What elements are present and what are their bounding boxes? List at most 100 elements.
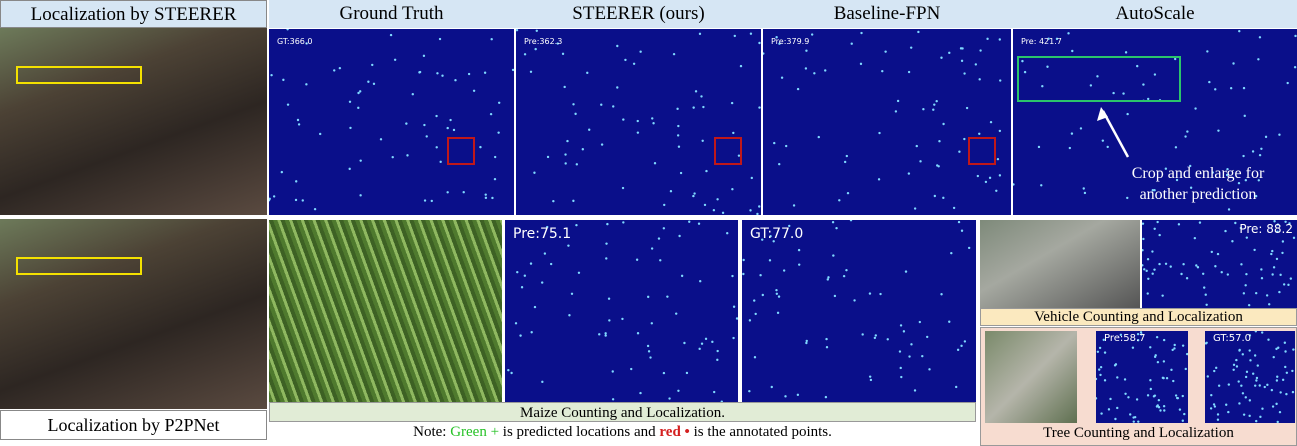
- density-dot: [1145, 270, 1147, 272]
- density-dot: [1245, 396, 1247, 398]
- density-dot: [750, 32, 752, 34]
- density-dot: [777, 312, 779, 314]
- density-dot: [1179, 408, 1181, 410]
- density-dot: [530, 71, 532, 73]
- density-dot: [1100, 366, 1102, 368]
- density-dot: [1116, 407, 1118, 409]
- density-dot: [781, 77, 783, 79]
- density-dot: [979, 49, 981, 51]
- density-dot: [702, 106, 704, 108]
- caption: Maize Counting and Localization.: [269, 402, 976, 422]
- density-dot: [1282, 379, 1284, 381]
- density-dot: [806, 340, 808, 342]
- density-dot: [1156, 221, 1158, 223]
- density-dot: [922, 108, 924, 110]
- density-dot: [936, 164, 938, 166]
- density-dot: [1245, 376, 1247, 378]
- density-dot: [406, 154, 408, 156]
- density-dot: [797, 88, 799, 90]
- density-dot: [870, 379, 872, 381]
- density-dot: [846, 155, 848, 157]
- density-dot: [1142, 238, 1144, 240]
- density-dot: [958, 221, 960, 223]
- density-dot: [686, 372, 688, 374]
- density-dot: [1282, 240, 1284, 242]
- density-dot: [977, 175, 979, 177]
- density-dot: [497, 131, 499, 133]
- density-dot: [754, 313, 756, 315]
- density-dot: [698, 223, 700, 225]
- density-dot: [1243, 413, 1245, 415]
- density-dot: [701, 343, 703, 345]
- density-dot: [436, 146, 438, 148]
- density-dot: [1255, 331, 1257, 332]
- density-dot: [869, 292, 871, 294]
- density-dot: [1205, 294, 1207, 296]
- density-dot: [544, 252, 546, 254]
- density-dot: [586, 72, 588, 74]
- density-dot: [692, 195, 694, 197]
- density-dot: [751, 177, 753, 179]
- density-dot: [1129, 413, 1131, 415]
- density-dot: [756, 213, 758, 215]
- density-dot: [1180, 273, 1182, 275]
- density-dot: [654, 162, 656, 164]
- density-dot: [733, 306, 735, 308]
- density-dot: [1270, 253, 1272, 255]
- density-dot: [742, 273, 744, 275]
- density-dot: [494, 156, 496, 158]
- density-dot: [908, 172, 910, 174]
- density-dot: [811, 33, 813, 35]
- density-dot: [436, 72, 438, 74]
- density-dot: [769, 259, 771, 261]
- density-dot: [663, 227, 665, 229]
- density-dot: [1114, 418, 1116, 420]
- density-dot: [490, 38, 492, 40]
- density-dot: [1098, 368, 1100, 370]
- density-dot: [677, 390, 679, 392]
- density-dot: [468, 73, 470, 75]
- density-dot: [319, 133, 321, 135]
- density-dot: [446, 191, 448, 193]
- density-dot: [1273, 266, 1275, 268]
- density-dot: [1199, 221, 1201, 223]
- density-dot: [371, 64, 373, 66]
- density-dot: [485, 197, 487, 199]
- density-dot: [621, 318, 623, 320]
- density-dot: [600, 104, 602, 106]
- column-header: STEERER (ours): [516, 0, 761, 28]
- density-dot: [989, 177, 991, 179]
- count-label: GT:77.0: [750, 226, 803, 242]
- density-dot: [663, 372, 665, 374]
- density-dot: [838, 199, 840, 201]
- density-dot: [834, 295, 836, 297]
- density-dot: [547, 156, 549, 158]
- density-dot: [1238, 349, 1240, 351]
- density-dot: [533, 172, 535, 174]
- density-dot: [1213, 403, 1215, 405]
- density-dot: [869, 375, 871, 377]
- count-label: Pre:75.1: [513, 226, 571, 242]
- density-dot: [1293, 237, 1295, 239]
- density-dot: [1264, 386, 1266, 388]
- density-dot: [999, 79, 1001, 81]
- density-dot: [1142, 222, 1144, 224]
- density-dot: [1205, 304, 1207, 306]
- density-dot: [1142, 249, 1144, 251]
- note-text: Note:: [413, 424, 446, 440]
- density-dot: [1255, 420, 1257, 422]
- density-dot: [850, 220, 852, 221]
- density-dot: [742, 259, 744, 261]
- density-dot: [1227, 411, 1229, 413]
- density-dot: [1162, 377, 1164, 379]
- crowd-image: [0, 219, 267, 409]
- density-dot: [286, 29, 288, 30]
- density-dot: [1287, 284, 1289, 286]
- density-dot: [713, 391, 715, 393]
- density-dot: [1170, 369, 1172, 371]
- density-dot: [1186, 353, 1188, 355]
- density-dot: [763, 52, 765, 54]
- density-dot: [1211, 251, 1213, 253]
- density-map: Pre:362.3: [516, 29, 761, 215]
- density-dot: [1183, 413, 1185, 415]
